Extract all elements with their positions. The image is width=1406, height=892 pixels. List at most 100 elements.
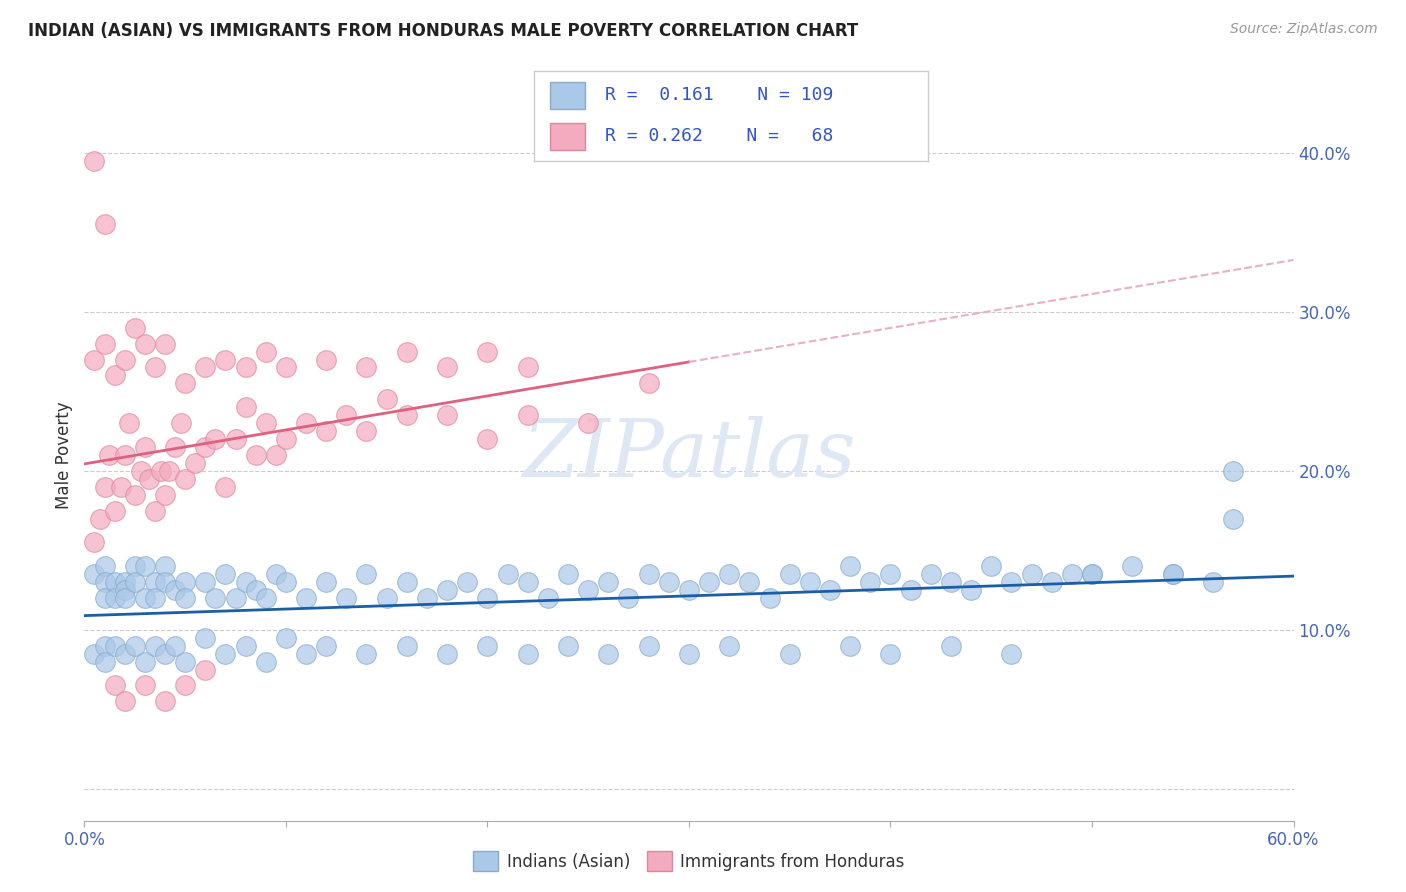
Point (114, 575, 136, 590)
Point (315, 424, 337, 438)
Text: Source: ZipAtlas.com: Source: ZipAtlas.com (1230, 22, 1378, 37)
Point (245, 448, 267, 462)
Point (143, 639, 166, 653)
Point (165, 583, 187, 598)
Point (134, 678, 156, 692)
Point (225, 591, 247, 605)
Point (576, 583, 599, 598)
Point (516, 647, 538, 661)
Point (138, 472, 160, 486)
Point (264, 448, 287, 462)
Point (93, 575, 115, 590)
Point (83, 153, 105, 168)
Point (114, 591, 136, 605)
Point (859, 575, 882, 590)
Point (235, 575, 257, 590)
Point (779, 647, 801, 661)
Point (436, 408, 458, 422)
Point (456, 575, 478, 590)
Point (1202, 575, 1225, 590)
Point (718, 639, 741, 653)
Point (274, 432, 297, 446)
Point (960, 583, 983, 598)
Point (134, 336, 156, 351)
Point (114, 583, 136, 598)
Point (436, 583, 458, 598)
Point (697, 575, 720, 590)
Point (900, 583, 922, 598)
Point (104, 368, 127, 383)
Point (184, 456, 207, 470)
Point (315, 639, 337, 653)
Point (1121, 559, 1143, 574)
Point (104, 639, 127, 653)
Point (153, 559, 176, 574)
Point (214, 647, 236, 661)
Point (143, 503, 166, 517)
Point (1021, 567, 1043, 582)
Point (375, 591, 398, 605)
Point (114, 448, 136, 462)
Text: R = 0.262    N =   68: R = 0.262 N = 68 (605, 128, 834, 145)
Point (104, 503, 127, 517)
Point (134, 591, 156, 605)
Point (477, 639, 499, 653)
Point (516, 408, 538, 422)
Point (1060, 567, 1083, 582)
Point (617, 591, 640, 605)
Point (134, 440, 156, 454)
Point (165, 639, 187, 653)
Point (153, 647, 176, 661)
Point (839, 559, 862, 574)
Point (274, 360, 297, 375)
Point (1161, 567, 1184, 582)
Point (83, 647, 105, 661)
Point (718, 567, 741, 582)
Point (214, 352, 236, 367)
Point (295, 591, 318, 605)
Point (235, 360, 257, 375)
Point (1040, 575, 1063, 590)
Point (93, 480, 115, 494)
Point (879, 647, 901, 661)
Point (436, 647, 458, 661)
Point (83, 567, 105, 582)
Point (194, 663, 217, 677)
Point (153, 694, 176, 708)
Point (245, 583, 267, 598)
Y-axis label: Male Poverty: Male Poverty (55, 401, 73, 508)
Point (356, 567, 378, 582)
Point (1000, 647, 1022, 661)
Point (93, 559, 115, 574)
Point (779, 567, 801, 582)
Point (356, 424, 378, 438)
Point (274, 575, 297, 590)
Point (214, 567, 236, 582)
Point (153, 575, 176, 590)
Point (335, 408, 357, 422)
Point (315, 575, 337, 590)
Point (637, 567, 659, 582)
Point (174, 376, 197, 391)
Point (516, 575, 538, 590)
Point (637, 376, 659, 391)
Point (496, 567, 519, 582)
Point (170, 416, 193, 430)
Point (254, 416, 277, 430)
Point (920, 567, 942, 582)
Point (356, 647, 378, 661)
Point (678, 647, 700, 661)
Point (214, 480, 236, 494)
Point (134, 655, 156, 669)
Point (477, 591, 499, 605)
Point (799, 575, 821, 590)
Point (658, 575, 681, 590)
Point (315, 352, 337, 367)
Point (149, 464, 172, 478)
Point (758, 591, 780, 605)
Point (153, 336, 176, 351)
Point (274, 631, 297, 645)
Point (254, 655, 277, 669)
Text: ZIPatlas: ZIPatlas (522, 417, 856, 493)
Point (143, 575, 166, 590)
